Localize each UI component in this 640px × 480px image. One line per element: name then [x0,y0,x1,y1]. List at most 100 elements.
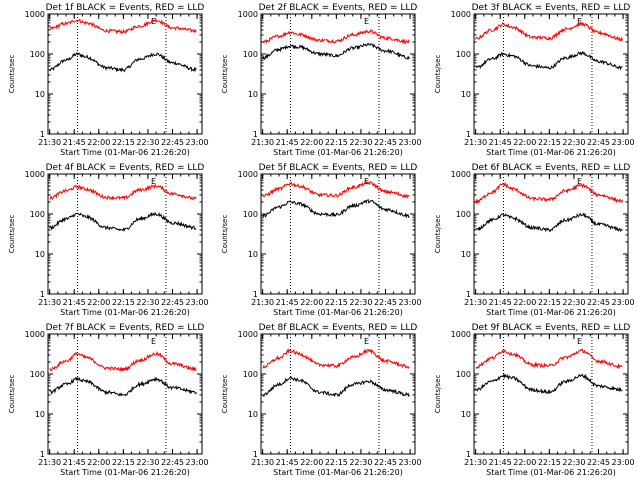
y-tick-label: 100 [243,210,258,219]
y-tick-label: 10 [461,410,471,419]
x-axis-label: Start Time (01-Mar-06 21:26:20) [273,308,403,317]
y-axis-label: Counts/sec [434,215,442,254]
y-tick-label: 1 [40,290,45,299]
plot-frame [47,333,203,455]
panel-9: Det 9f BLACK = Events, RED = LLD E 1 10 100 1… [434,323,635,477]
y-tick-label: 1000 [451,170,471,179]
y-tick-label: 10 [35,90,45,99]
y-tick-label: 100 [30,210,45,219]
y-tick-label: 100 [30,50,45,59]
x-tick-label: 22:30 [562,298,585,307]
x-tick-label: 22:45 [161,138,184,147]
x-tick-label: 21:45 [63,138,86,147]
panel-title: Det 2f BLACK = Events, RED = LLD [259,3,418,13]
y-axis-label: Counts/sec [221,55,229,94]
y-tick-label: 100 [456,50,471,59]
x-axis-label: Start Time (01-Mar-06 21:26:20) [486,308,616,317]
x-tick-label: 22:30 [562,458,585,467]
x-tick-label: 21:30 [251,298,274,307]
y-tick-label: 10 [248,410,258,419]
x-tick-label: 21:45 [63,458,86,467]
x-tick-label: 21:30 [251,138,274,147]
plot-frame [260,173,416,295]
series-events-line [262,375,410,398]
y-tick-label: 10 [248,90,258,99]
x-tick-label: 22:15 [538,458,561,467]
y-tick-label: 10 [248,250,258,259]
x-tick-label: 22:45 [587,458,610,467]
marker-label: E [364,17,369,26]
x-tick-label: 21:45 [489,298,512,307]
x-tick-label: 21:30 [38,298,61,307]
x-tick-label: 22:15 [538,298,561,307]
x-tick-label: 22:45 [587,138,610,147]
x-tick-label: 22:30 [136,138,159,147]
x-tick-label: 22:00 [87,138,110,147]
marker-label: E [151,337,156,346]
y-tick-label: 1 [466,290,471,299]
panel-3: Det 3f BLACK = Events, RED = LLD E 1 10 100 1… [434,3,635,157]
x-tick-label: 22:00 [300,138,323,147]
panel-title: Det 9f BLACK = Events, RED = LLD [472,323,631,333]
x-tick-label: 22:45 [374,138,397,147]
series-lld-line [475,181,623,205]
x-tick-label: 23:00 [399,298,422,307]
series-lld-line [475,21,623,42]
series-lld-line [49,183,197,201]
marker-label: E [364,337,369,346]
marker-label: E [577,337,582,346]
plot-frame [473,13,629,135]
series-events-line [475,212,623,233]
y-tick-label: 1 [466,450,471,459]
x-tick-label: 21:30 [464,138,487,147]
series-events-line [475,372,623,395]
x-tick-label: 23:00 [612,298,635,307]
x-tick-label: 22:45 [161,458,184,467]
x-tick-label: 22:15 [325,298,348,307]
x-tick-label: 22:45 [161,298,184,307]
x-tick-label: 21:30 [38,138,61,147]
y-tick-label: 1000 [451,10,471,19]
x-axis-label: Start Time (01-Mar-06 21:26:20) [486,468,616,477]
plot-frame [47,13,203,135]
y-tick-label: 1 [253,290,258,299]
x-tick-label: 21:30 [464,298,487,307]
x-tick-label: 21:45 [276,138,299,147]
plot-frame [47,173,203,295]
y-axis-label: Counts/sec [434,55,442,94]
y-tick-label: 1000 [238,330,258,339]
x-tick-label: 22:00 [513,138,536,147]
x-tick-label: 22:30 [136,458,159,467]
x-axis-label: Start Time (01-Mar-06 21:26:20) [60,468,190,477]
x-tick-label: 23:00 [612,138,635,147]
x-tick-label: 21:30 [464,458,487,467]
series-events-line [475,50,623,71]
series-events-line [262,198,410,219]
series-lld-line [262,180,410,199]
y-tick-label: 100 [243,370,258,379]
panel-title: Det 7f BLACK = Events, RED = LLD [46,323,205,333]
series-events-line [49,52,197,73]
y-axis-label: Counts/sec [221,215,229,254]
y-tick-label: 100 [30,370,45,379]
panel-5: Det 5f BLACK = Events, RED = LLDE1101001… [221,163,422,317]
marker-label: E [577,177,582,186]
plot-frame [473,333,629,455]
x-tick-label: 22:15 [112,298,135,307]
x-tick-label: 22:30 [136,298,159,307]
x-tick-label: 22:00 [300,458,323,467]
y-tick-label: 1 [253,130,258,139]
series-lld-line [475,348,623,370]
plot-frame [260,333,416,455]
y-tick-label: 1000 [25,170,45,179]
x-tick-label: 23:00 [399,458,422,467]
y-tick-label: 100 [456,370,471,379]
x-tick-label: 21:45 [489,138,512,147]
y-tick-label: 1000 [451,330,471,339]
x-tick-label: 22:00 [87,298,110,307]
x-tick-label: 23:00 [612,458,635,467]
series-lld-line [262,348,410,370]
panel-title: Det 1f BLACK = Events, RED = LLD [46,3,205,13]
y-tick-label: 1000 [25,10,45,19]
